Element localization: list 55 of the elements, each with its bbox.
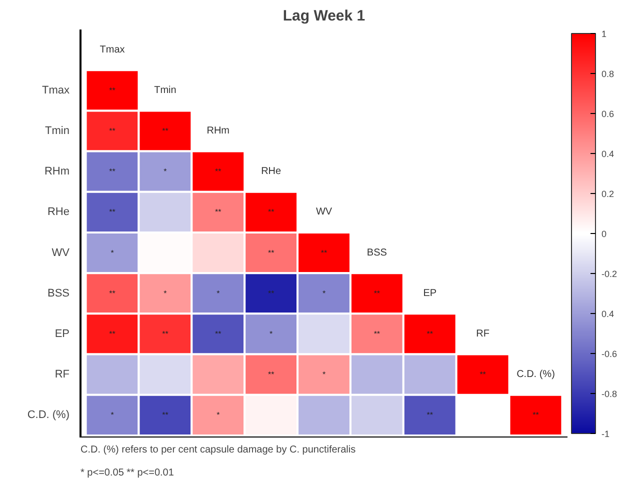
color-bar-label: 0.4 [602, 149, 614, 159]
color-bar-label: 1 [602, 29, 607, 39]
y-tick-label: RHe [47, 206, 70, 218]
y-tick-label: EP [54, 328, 70, 340]
data-label: ** [426, 329, 433, 338]
data-label: ** [268, 208, 274, 217]
data-label: * [164, 167, 167, 176]
data-label: * [322, 288, 326, 298]
data-label: ** [532, 410, 539, 420]
y-tick-label: RF [54, 368, 70, 381]
color-bar-label: 0 [602, 229, 607, 239]
y-tick-label: BSS [47, 287, 70, 300]
data-label: * [216, 288, 220, 298]
color-bar-label: -0.2 [602, 269, 618, 279]
data-label: * [110, 410, 114, 420]
data-label: ** [268, 248, 274, 258]
data-label: ** [268, 370, 274, 380]
data-label: ** [109, 288, 116, 298]
y-tick-label: C.D. (%) [27, 409, 70, 422]
color-bar-label: -0.6 [602, 349, 618, 359]
color-bar-label: 0.4 [602, 309, 614, 319]
data-label: * [164, 288, 167, 298]
y-tick-label: WV [52, 246, 70, 259]
color-bar-label: 0.6 [602, 109, 614, 119]
data-label: ** [162, 410, 168, 420]
data-label: ** [162, 126, 168, 136]
data-label: ** [109, 329, 116, 338]
chart-title: Lag Week 1 [282, 8, 366, 24]
y-tick-label: Tmin [45, 124, 70, 137]
data-label: ** [268, 288, 274, 298]
y-tick-label: RHm [44, 166, 70, 178]
color-bar-label: -1 [602, 429, 610, 439]
color-bar-label: 0.8 [602, 69, 614, 79]
data-label: ** [109, 126, 116, 136]
data-label: ** [215, 208, 222, 217]
data-label: * [270, 329, 273, 338]
data-label: ** [320, 248, 328, 258]
text: C.D. (%) refers to per cent capsule damage by C. punctiferalis [80, 444, 356, 456]
data-label: ** [374, 288, 380, 298]
data-label: ** [109, 208, 116, 217]
data-label: * [216, 410, 220, 420]
data-label: ** [215, 167, 222, 176]
data-label: ** [426, 410, 433, 420]
color-bar-label: 0.2 [602, 189, 614, 199]
text: * p<=0.05 ** p<=0.01 [80, 468, 174, 478]
data-label: * [322, 370, 326, 380]
data-label: ** [109, 167, 116, 176]
data-label: ** [215, 329, 222, 338]
data-label: * [110, 248, 114, 258]
y-tick-label: Tmax [42, 84, 70, 96]
data-label: ** [480, 370, 486, 380]
color-bar-label: -0.8 [602, 389, 618, 399]
data-label: ** [109, 86, 116, 95]
data-label: ** [374, 329, 380, 338]
data-label: ** [162, 329, 168, 338]
